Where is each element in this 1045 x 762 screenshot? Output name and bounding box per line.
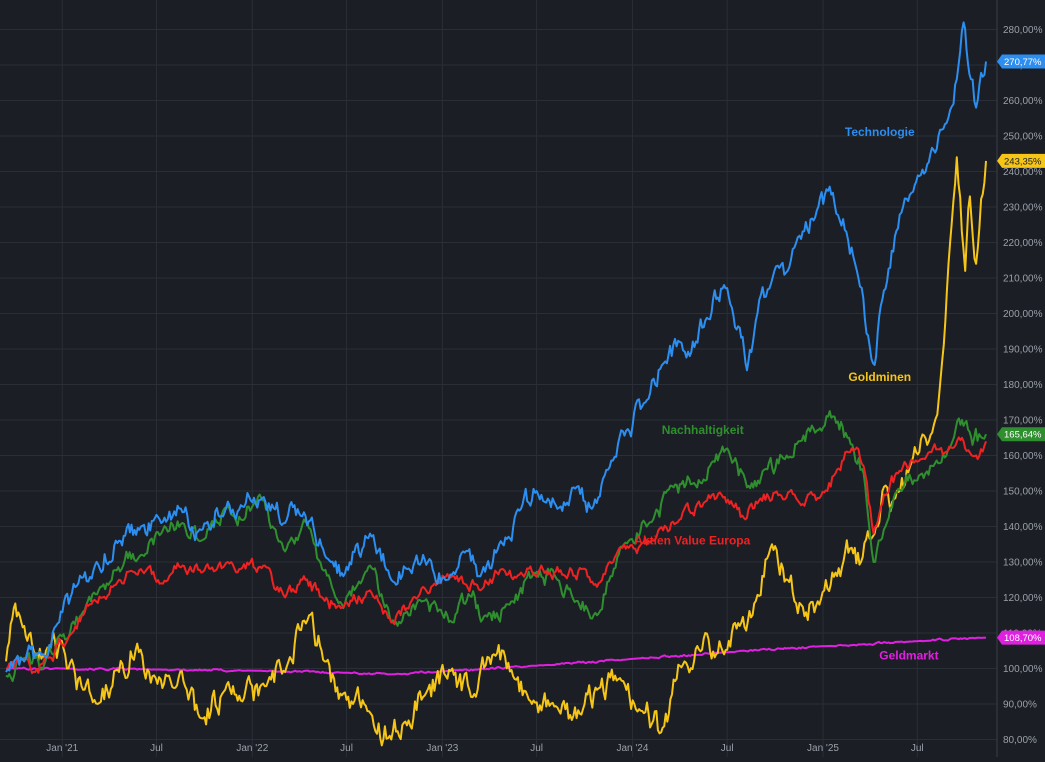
x-tick-label: Jan '21 (46, 743, 78, 754)
x-tick-label: Jul (721, 743, 734, 754)
x-tick-label: Jan '23 (426, 743, 458, 754)
y-tick-label: 250,00% (1003, 132, 1043, 143)
series-label-nachhaltigkeit: Nachhaltigkeit (662, 423, 744, 437)
y-tick-label: 220,00% (1003, 238, 1043, 249)
x-tick-label: Jan '25 (807, 743, 839, 754)
y-tick-label: 90,00% (1003, 700, 1037, 711)
last-value-badge-shape (997, 153, 1045, 168)
y-tick-label: 180,00% (1003, 380, 1043, 391)
y-tick-label: 200,00% (1003, 309, 1043, 320)
series-labels: Technologie Goldminen Nachhaltigkeit Aktien… (634, 125, 938, 663)
series-label-goldminen: Goldminen (848, 370, 911, 384)
last-value-badge-shape (997, 630, 1045, 645)
series-label-geldmarkt: Geldmarkt (879, 649, 938, 663)
y-tick-label: 130,00% (1003, 558, 1043, 569)
y-tick-label: 260,00% (1003, 96, 1043, 107)
last-value-badge: 270,77% (997, 54, 1045, 69)
last-value-badge-text: 270,77% (1004, 57, 1042, 68)
last-value-badge-text: 165,64% (1004, 430, 1042, 441)
x-tick-label: Jul (340, 743, 353, 754)
series-line-geldmarkt (6, 636, 987, 676)
y-tick-label: 210,00% (1003, 274, 1043, 285)
last-value-badge-text: 243,35% (1004, 156, 1042, 167)
y-tick-label: 80,00% (1003, 735, 1037, 746)
x-tick-label: Jul (911, 743, 924, 754)
y-tick-label: 230,00% (1003, 203, 1043, 214)
x-tick-label: Jan '24 (616, 743, 648, 754)
x-tick-label: Jul (530, 743, 543, 754)
series-label-technologie: Technologie (845, 125, 915, 139)
last-value-badge-shape (997, 54, 1045, 69)
last-value-badge: 243,35% (997, 153, 1045, 168)
last-value-badge-shape (997, 427, 1045, 442)
series-line-aktien-value-europa (5, 436, 987, 675)
y-tick-label: 190,00% (1003, 345, 1043, 356)
y-tick-label: 280,00% (1003, 25, 1043, 36)
y-tick-label: 160,00% (1003, 451, 1043, 462)
series-line-technologie (5, 21, 987, 673)
y-tick-label: 240,00% (1003, 167, 1043, 178)
x-tick-label: Jan '22 (236, 743, 268, 754)
last-value-badge: 165,64% (997, 427, 1045, 442)
y-tick-label: 170,00% (1003, 416, 1043, 427)
y-tick-label: 140,00% (1003, 522, 1043, 533)
y-tick-label: 120,00% (1003, 593, 1043, 604)
series-label-aktien-value-europa: Aktien Value Europa (634, 533, 750, 547)
series-line-nachhaltigkeit (5, 410, 987, 683)
grid (0, 0, 997, 757)
y-tick-label: 150,00% (1003, 487, 1043, 498)
x-tick-label: Jul (150, 743, 163, 754)
series-lines (5, 21, 987, 747)
last-value-badge-text: 108,70% (1004, 633, 1042, 644)
y-tick-label: 100,00% (1003, 664, 1043, 675)
axes: 80,00%90,00%100,00%110,00%120,00%130,00%… (46, 0, 1045, 757)
series-line-goldminen (5, 156, 987, 747)
last-value-badge: 108,70% (997, 630, 1045, 645)
